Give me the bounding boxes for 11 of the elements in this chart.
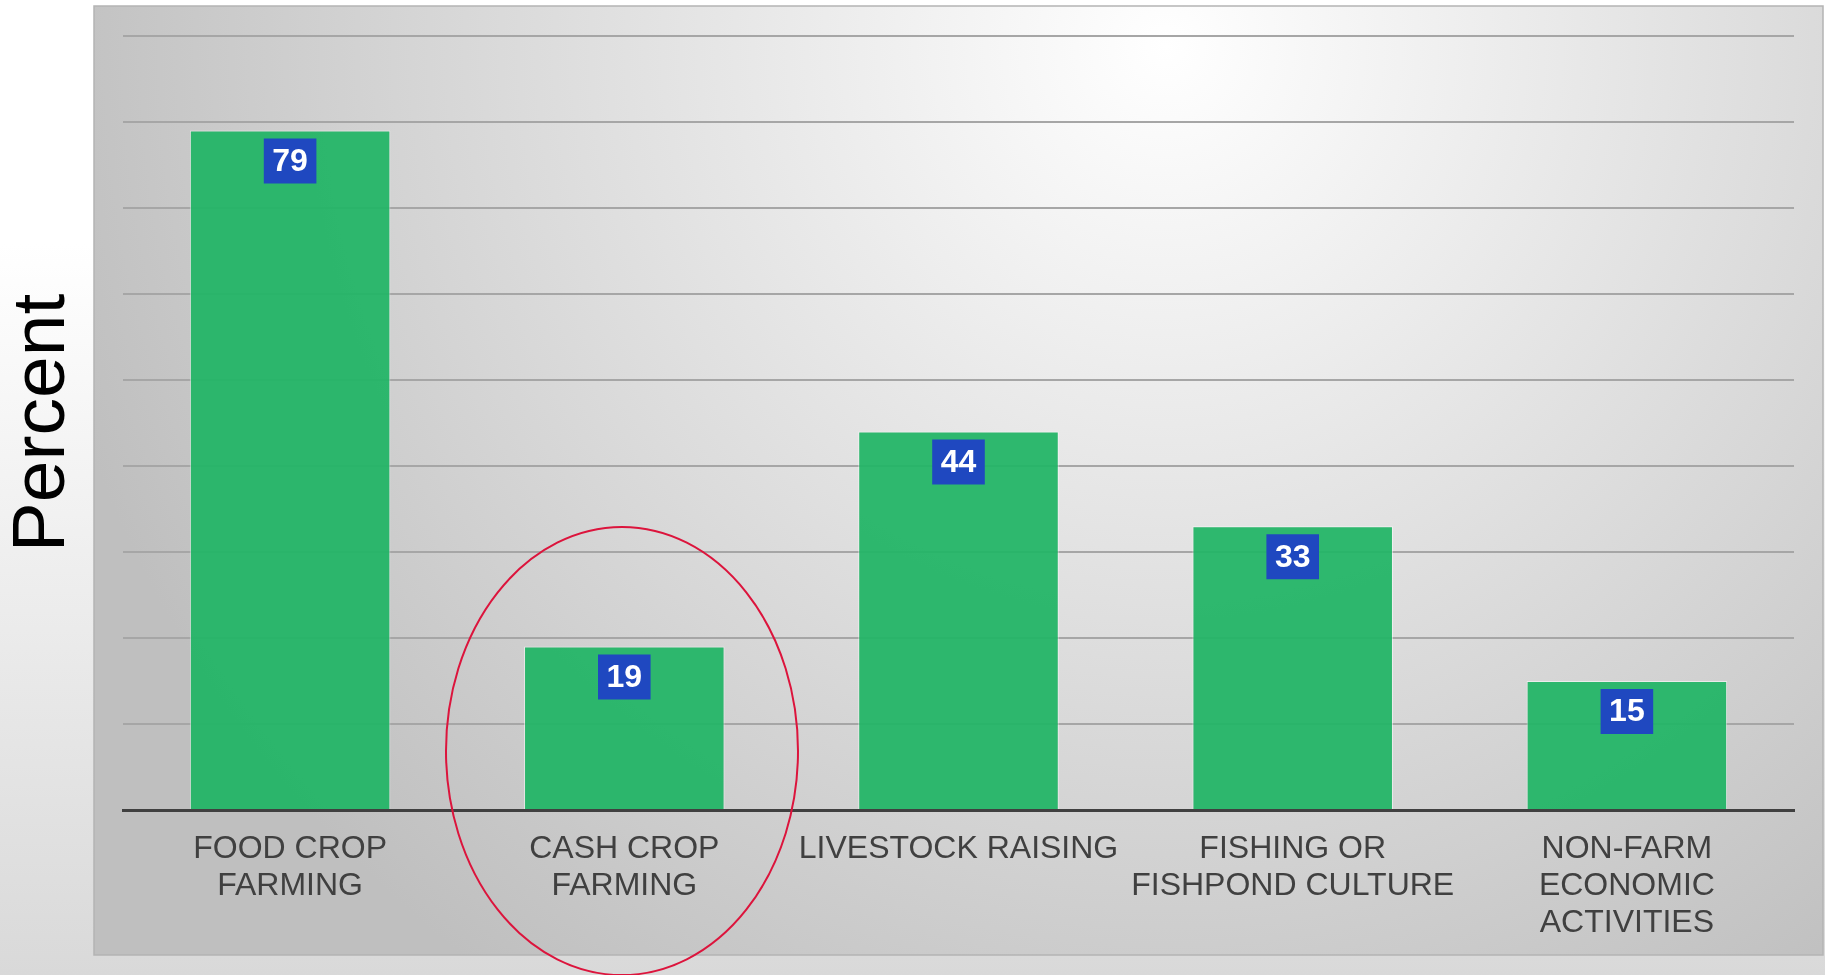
data-label: 33 xyxy=(1274,537,1311,574)
data-label: 15 xyxy=(1609,692,1645,729)
x-tick-label: FOOD CROP FARMING xyxy=(193,829,387,903)
data-label: 19 xyxy=(606,657,643,694)
x-tick-label: LIVESTOCK RAISING xyxy=(798,829,1119,866)
y-axis-title: Percent xyxy=(0,293,81,553)
data-label: 44 xyxy=(940,442,977,479)
data-label: 79 xyxy=(272,141,308,178)
x-tick-label: NON-FARM ECONOMIC ACTIVITIES xyxy=(1538,829,1715,939)
x-tick-label: FISHING OR FISHPOND CULTURE xyxy=(1131,829,1455,903)
x-tick-label: CASH CROP FARMING xyxy=(529,829,720,903)
